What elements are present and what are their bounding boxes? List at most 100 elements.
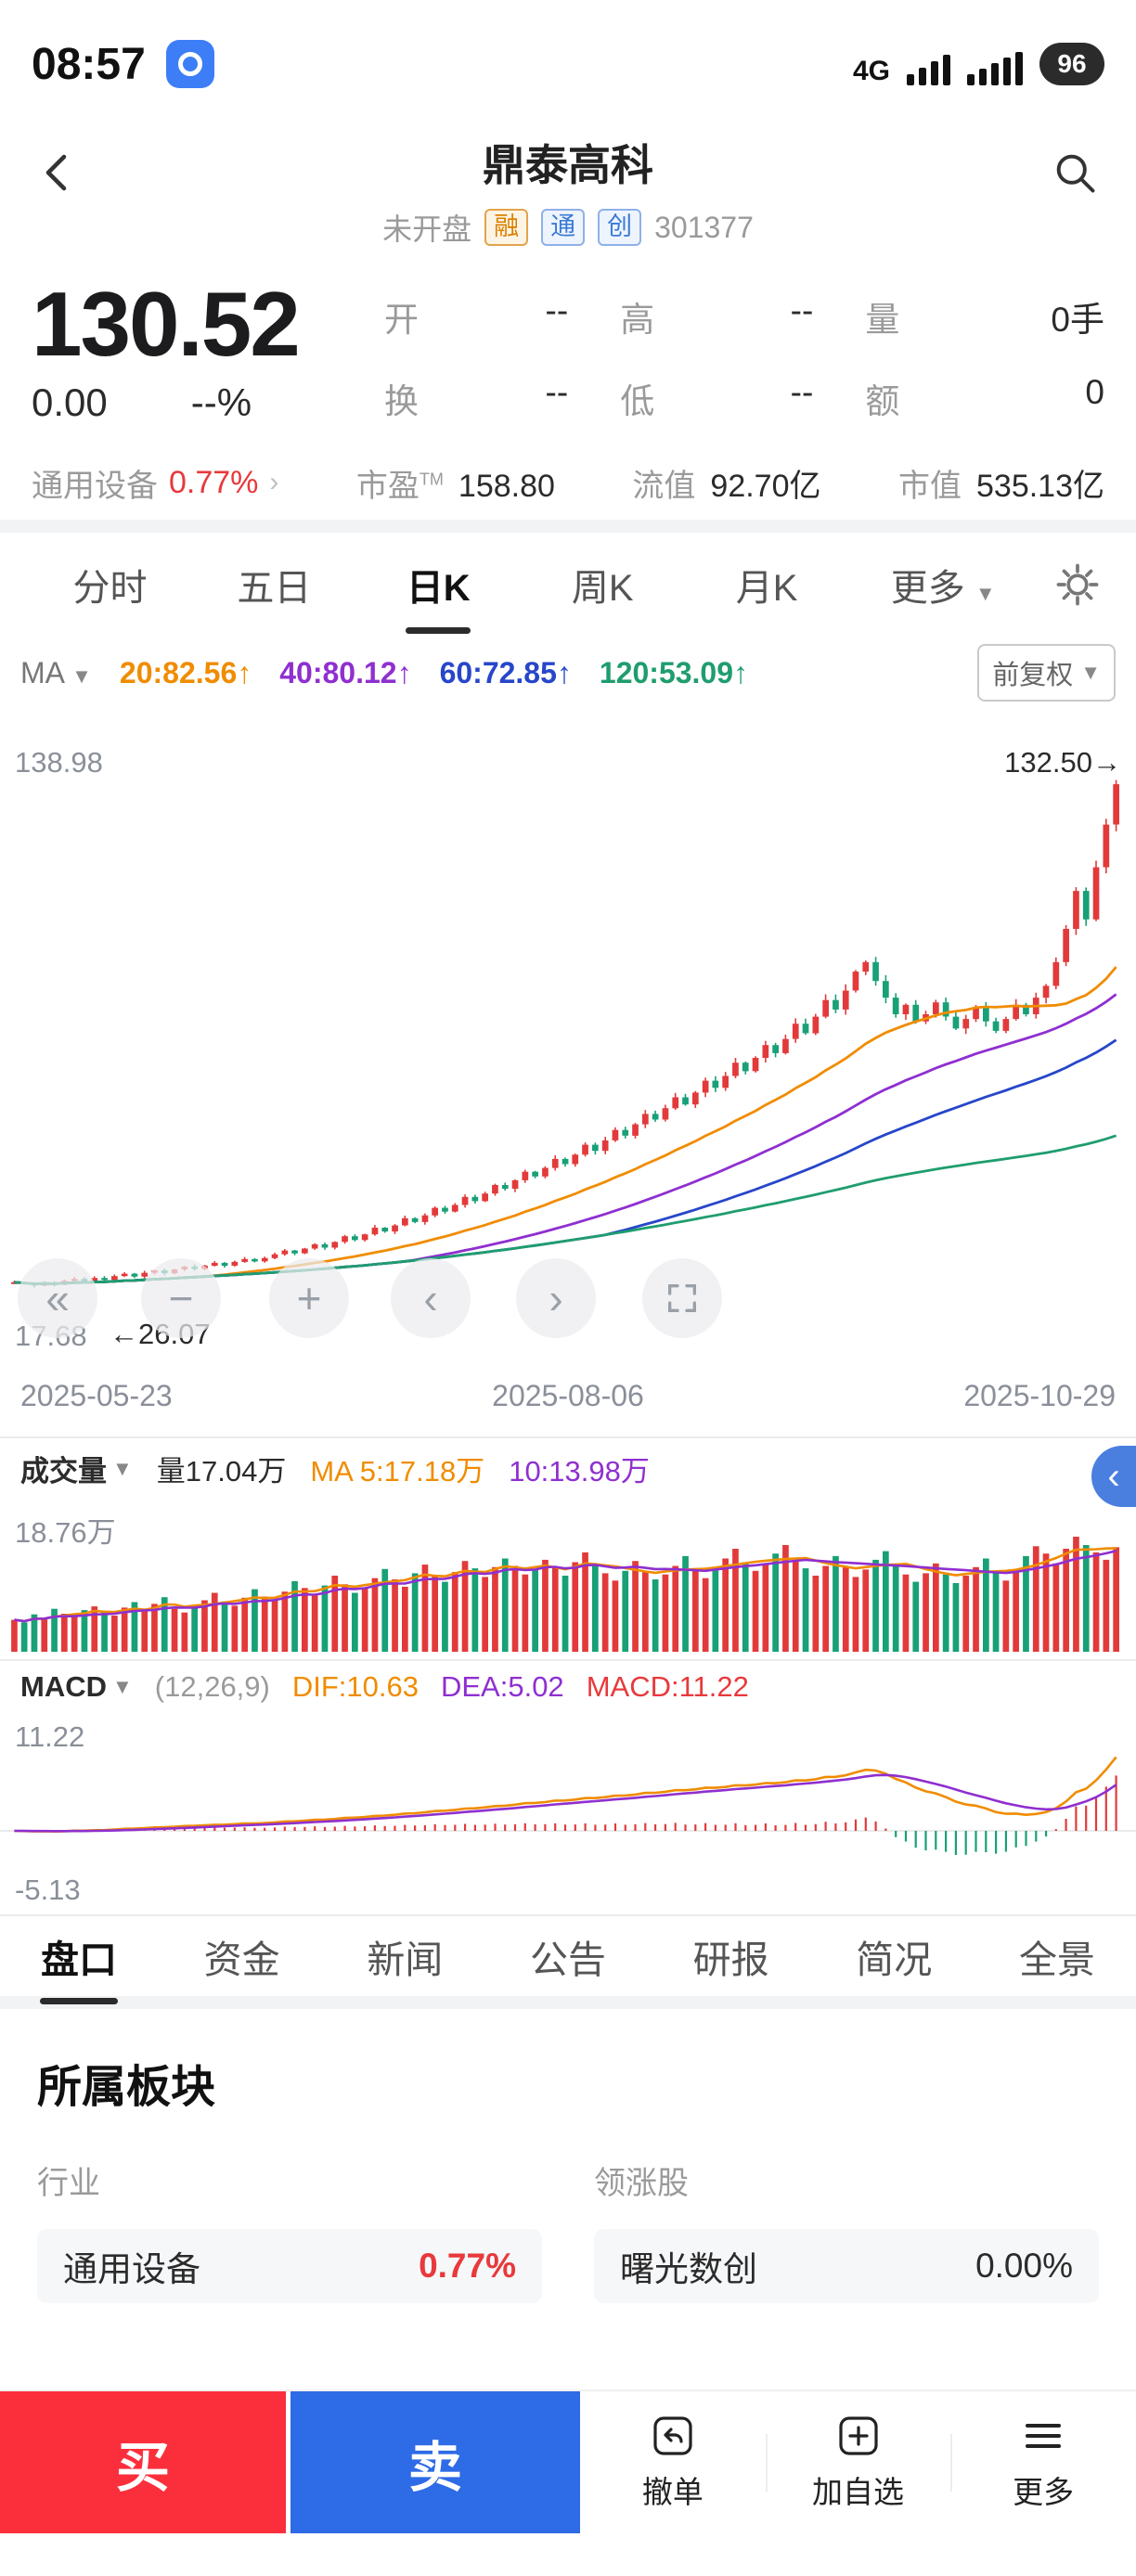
status-bar: 08:57 4G 96 xyxy=(0,0,1136,111)
fullscreen-button[interactable] xyxy=(642,1258,722,1338)
industry-name: 通用设备 xyxy=(63,2250,200,2288)
undo-icon xyxy=(653,2415,692,2455)
turnover-label: 换 xyxy=(384,382,419,420)
zoom-in-button[interactable]: + xyxy=(269,1258,349,1338)
leading-stock-row[interactable]: 曙光数创 0.00% xyxy=(594,2229,1099,2303)
price-change-pct: --% xyxy=(190,380,252,424)
chart-period-tabs: 分时 五日 日K 周K 月K 更多 ▼ xyxy=(0,533,1136,637)
volume-label: 量 xyxy=(865,301,900,339)
macd-dea-value: DEA:5.02 xyxy=(440,1670,564,1703)
volume-indicator-selector[interactable]: 成交量 ▼ xyxy=(20,1455,133,1488)
macd-y-min: -5.13 xyxy=(15,1874,81,1906)
kline-last-price-marker: 132.50→ xyxy=(1004,746,1121,779)
low-label: 低 xyxy=(620,382,655,420)
price-change: 0.00 xyxy=(32,380,108,424)
macd-pane: MACD ▼ (12,26,9) DIF:10.63 DEA:5.02 MACD:… xyxy=(0,1661,1136,1916)
last-price: 130.52 xyxy=(32,273,301,375)
adjust-mode-dropdown[interactable]: 前复权 ▼ xyxy=(977,644,1116,702)
search-icon xyxy=(1056,154,1095,193)
app-header: 鼎泰高科 未开盘 融 通 创 301377 xyxy=(0,111,1136,269)
industry-pct: 0.77% xyxy=(419,2247,516,2285)
section-divider xyxy=(0,1996,1136,2009)
chart-settings-button[interactable] xyxy=(1038,560,1117,609)
buy-button[interactable]: 买 xyxy=(0,2391,286,2533)
tab-intraday[interactable]: 分时 xyxy=(72,568,148,609)
kline-chart[interactable] xyxy=(0,742,1136,1340)
pe-value: 158.80 xyxy=(458,468,555,504)
volume-ma5: MA 5:17.18万 xyxy=(310,1455,485,1488)
macd-chart[interactable] xyxy=(0,1754,1136,1866)
tab-funds[interactable]: 资金 xyxy=(203,1938,280,1981)
macd-params: (12,26,9) xyxy=(154,1670,270,1703)
tab-weekly-k[interactable]: 周K xyxy=(571,568,634,609)
search-button[interactable] xyxy=(1045,143,1104,202)
tab-monthly-k[interactable]: 月K xyxy=(735,568,798,609)
sell-button[interactable]: 卖 xyxy=(290,2391,580,2533)
ma-indicator-bar: MA ▼ 20:82.56↑ 40:80.12↑ 60:72.85↑ 120:5… xyxy=(0,637,1136,709)
high-label: 高 xyxy=(620,301,655,339)
section-divider xyxy=(0,520,1136,533)
float-cap-label: 流值 xyxy=(632,468,696,504)
ma60-value: 60:72.85↑ xyxy=(439,655,572,689)
tab-announcements[interactable]: 公告 xyxy=(529,1938,606,1981)
rewind-button[interactable]: « xyxy=(18,1258,97,1338)
caret-down-icon: ▼ xyxy=(112,1456,133,1480)
sector-quick-link[interactable]: 通用设备 0.77% › xyxy=(32,460,278,506)
amount-label: 额 xyxy=(865,382,900,420)
volume-chart[interactable] xyxy=(0,1533,1136,1652)
volume-pane: 成交量 ▼ 量17.04万 MA 5:17.18万 10:13.98万 18.76… xyxy=(0,1438,1136,1661)
sector-name: 通用设备 xyxy=(32,468,158,504)
market-cap-value: 535.13亿 xyxy=(976,468,1104,504)
tab-5day[interactable]: 五日 xyxy=(237,568,312,609)
volume-y-max: 18.76万 xyxy=(15,1516,116,1549)
macd-dif-value: DIF:10.63 xyxy=(291,1670,419,1703)
tag-chinext: 创 xyxy=(598,209,642,246)
app-badge-icon xyxy=(165,40,214,88)
ma-selector[interactable]: MA ▼ xyxy=(20,655,92,689)
axis-date-end: 2025-10-29 xyxy=(963,1378,1116,1412)
add-icon xyxy=(838,2415,878,2455)
macd-indicator-selector[interactable]: MACD ▼ xyxy=(20,1670,133,1703)
next-button[interactable]: › xyxy=(516,1258,596,1338)
more-actions-button[interactable]: 更多 xyxy=(950,2391,1136,2533)
sector-section: 所属板块 行业 通用设备 0.77% 领涨股 曙光数创 0.00% xyxy=(0,2009,1136,2303)
open-label: 开 xyxy=(384,301,419,339)
zoom-out-button[interactable]: − xyxy=(141,1258,221,1338)
fullscreen-icon xyxy=(668,1284,696,1312)
ma20-value: 20:82.56↑ xyxy=(119,655,252,689)
tab-news[interactable]: 新闻 xyxy=(367,1938,444,1981)
tag-margin: 融 xyxy=(484,209,529,246)
add-watchlist-button[interactable]: 加自选 xyxy=(765,2391,951,2533)
chevron-right-icon: › xyxy=(269,467,279,497)
collapse-panel-button[interactable]: ‹ xyxy=(1091,1446,1136,1507)
low-value: -- xyxy=(790,373,814,411)
market-cap-label: 市值 xyxy=(898,468,962,504)
ma40-value: 40:80.12↑ xyxy=(279,655,412,689)
cancel-order-button[interactable]: 撤单 xyxy=(580,2391,766,2533)
tab-overview[interactable]: 全景 xyxy=(1018,1938,1095,1981)
caret-down-icon: ▼ xyxy=(975,582,996,605)
ma120-value: 120:53.09↑ xyxy=(599,655,749,689)
kline-date-axis: 2025-05-23 2025-08-06 2025-10-29 xyxy=(0,1355,1136,1438)
leading-stock-pct: 0.00% xyxy=(975,2247,1073,2285)
turnover-value: -- xyxy=(545,373,569,411)
sector-pct: 0.77% xyxy=(169,464,259,500)
macd-y-max: 11.22 xyxy=(15,1720,85,1753)
stock-code: 301377 xyxy=(654,210,754,244)
more-icon xyxy=(1026,2423,1062,2448)
macd-hist-value: MACD:11.22 xyxy=(586,1670,749,1703)
tab-order-book[interactable]: 盘口 xyxy=(41,1913,117,1999)
prev-button[interactable]: ‹ xyxy=(391,1258,471,1338)
detail-tabs: 盘口 资金 新闻 公告 研报 简况 全景 xyxy=(0,1916,1136,1996)
tab-more[interactable]: 更多 ▼ xyxy=(890,568,996,609)
page-title: 鼎泰高科 xyxy=(483,141,653,189)
signal-bars-icon xyxy=(907,55,950,85)
axis-date-start: 2025-05-23 xyxy=(20,1378,173,1412)
tab-profile[interactable]: 简况 xyxy=(856,1938,933,1981)
back-button[interactable] xyxy=(28,143,87,202)
industry-row[interactable]: 通用设备 0.77% xyxy=(37,2229,542,2303)
tab-daily-k[interactable]: 日K xyxy=(356,534,521,636)
tab-research[interactable]: 研报 xyxy=(692,1938,769,1981)
tag-connect: 通 xyxy=(541,209,586,246)
